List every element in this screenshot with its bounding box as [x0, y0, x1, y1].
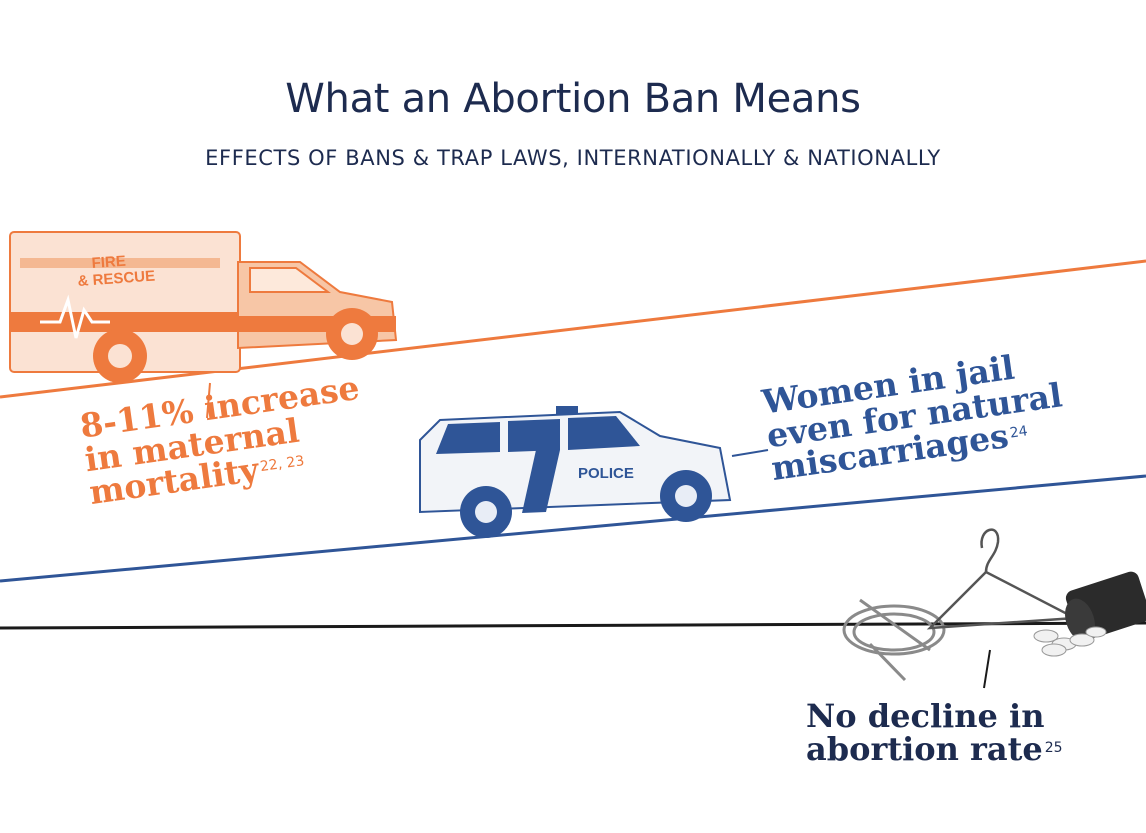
- ambulance-label-fire: FIRE: [91, 253, 126, 272]
- ambulance-label-rescue: & RESCUE: [77, 268, 156, 290]
- police-suv-icon: POLICE: [419, 406, 732, 538]
- callout-3-ref: 25: [1044, 739, 1063, 756]
- tubing-icon: [842, 598, 946, 682]
- callout-abortion-rate: No decline in abortion rate 25: [806, 700, 1063, 765]
- page-title: What an Abortion Ban Means: [285, 76, 861, 122]
- callout-1-ref: 22, 23: [259, 453, 306, 476]
- callout-3-line-1: No decline in: [806, 697, 1045, 735]
- blue-leader: [731, 449, 769, 457]
- ambulance-icon: FIRE & RESCUE: [9, 231, 398, 383]
- callout-2-ref: 24: [1008, 423, 1029, 442]
- police-label: POLICE: [578, 465, 634, 482]
- page-subtitle: EFFECTS OF BANS & TRAP LAWS, INTERNATION…: [205, 146, 941, 170]
- black-flat-line: [0, 621, 1146, 630]
- pill-bottle-icon: [1033, 571, 1146, 657]
- coat-hanger-icon: [926, 528, 1080, 630]
- orange-leader: [206, 382, 211, 419]
- blue-slope-line: [0, 474, 1146, 583]
- orange-slope-line: [0, 259, 1146, 399]
- callout-3-line-2: abortion rate: [806, 729, 1043, 768]
- black-leader: [983, 649, 991, 689]
